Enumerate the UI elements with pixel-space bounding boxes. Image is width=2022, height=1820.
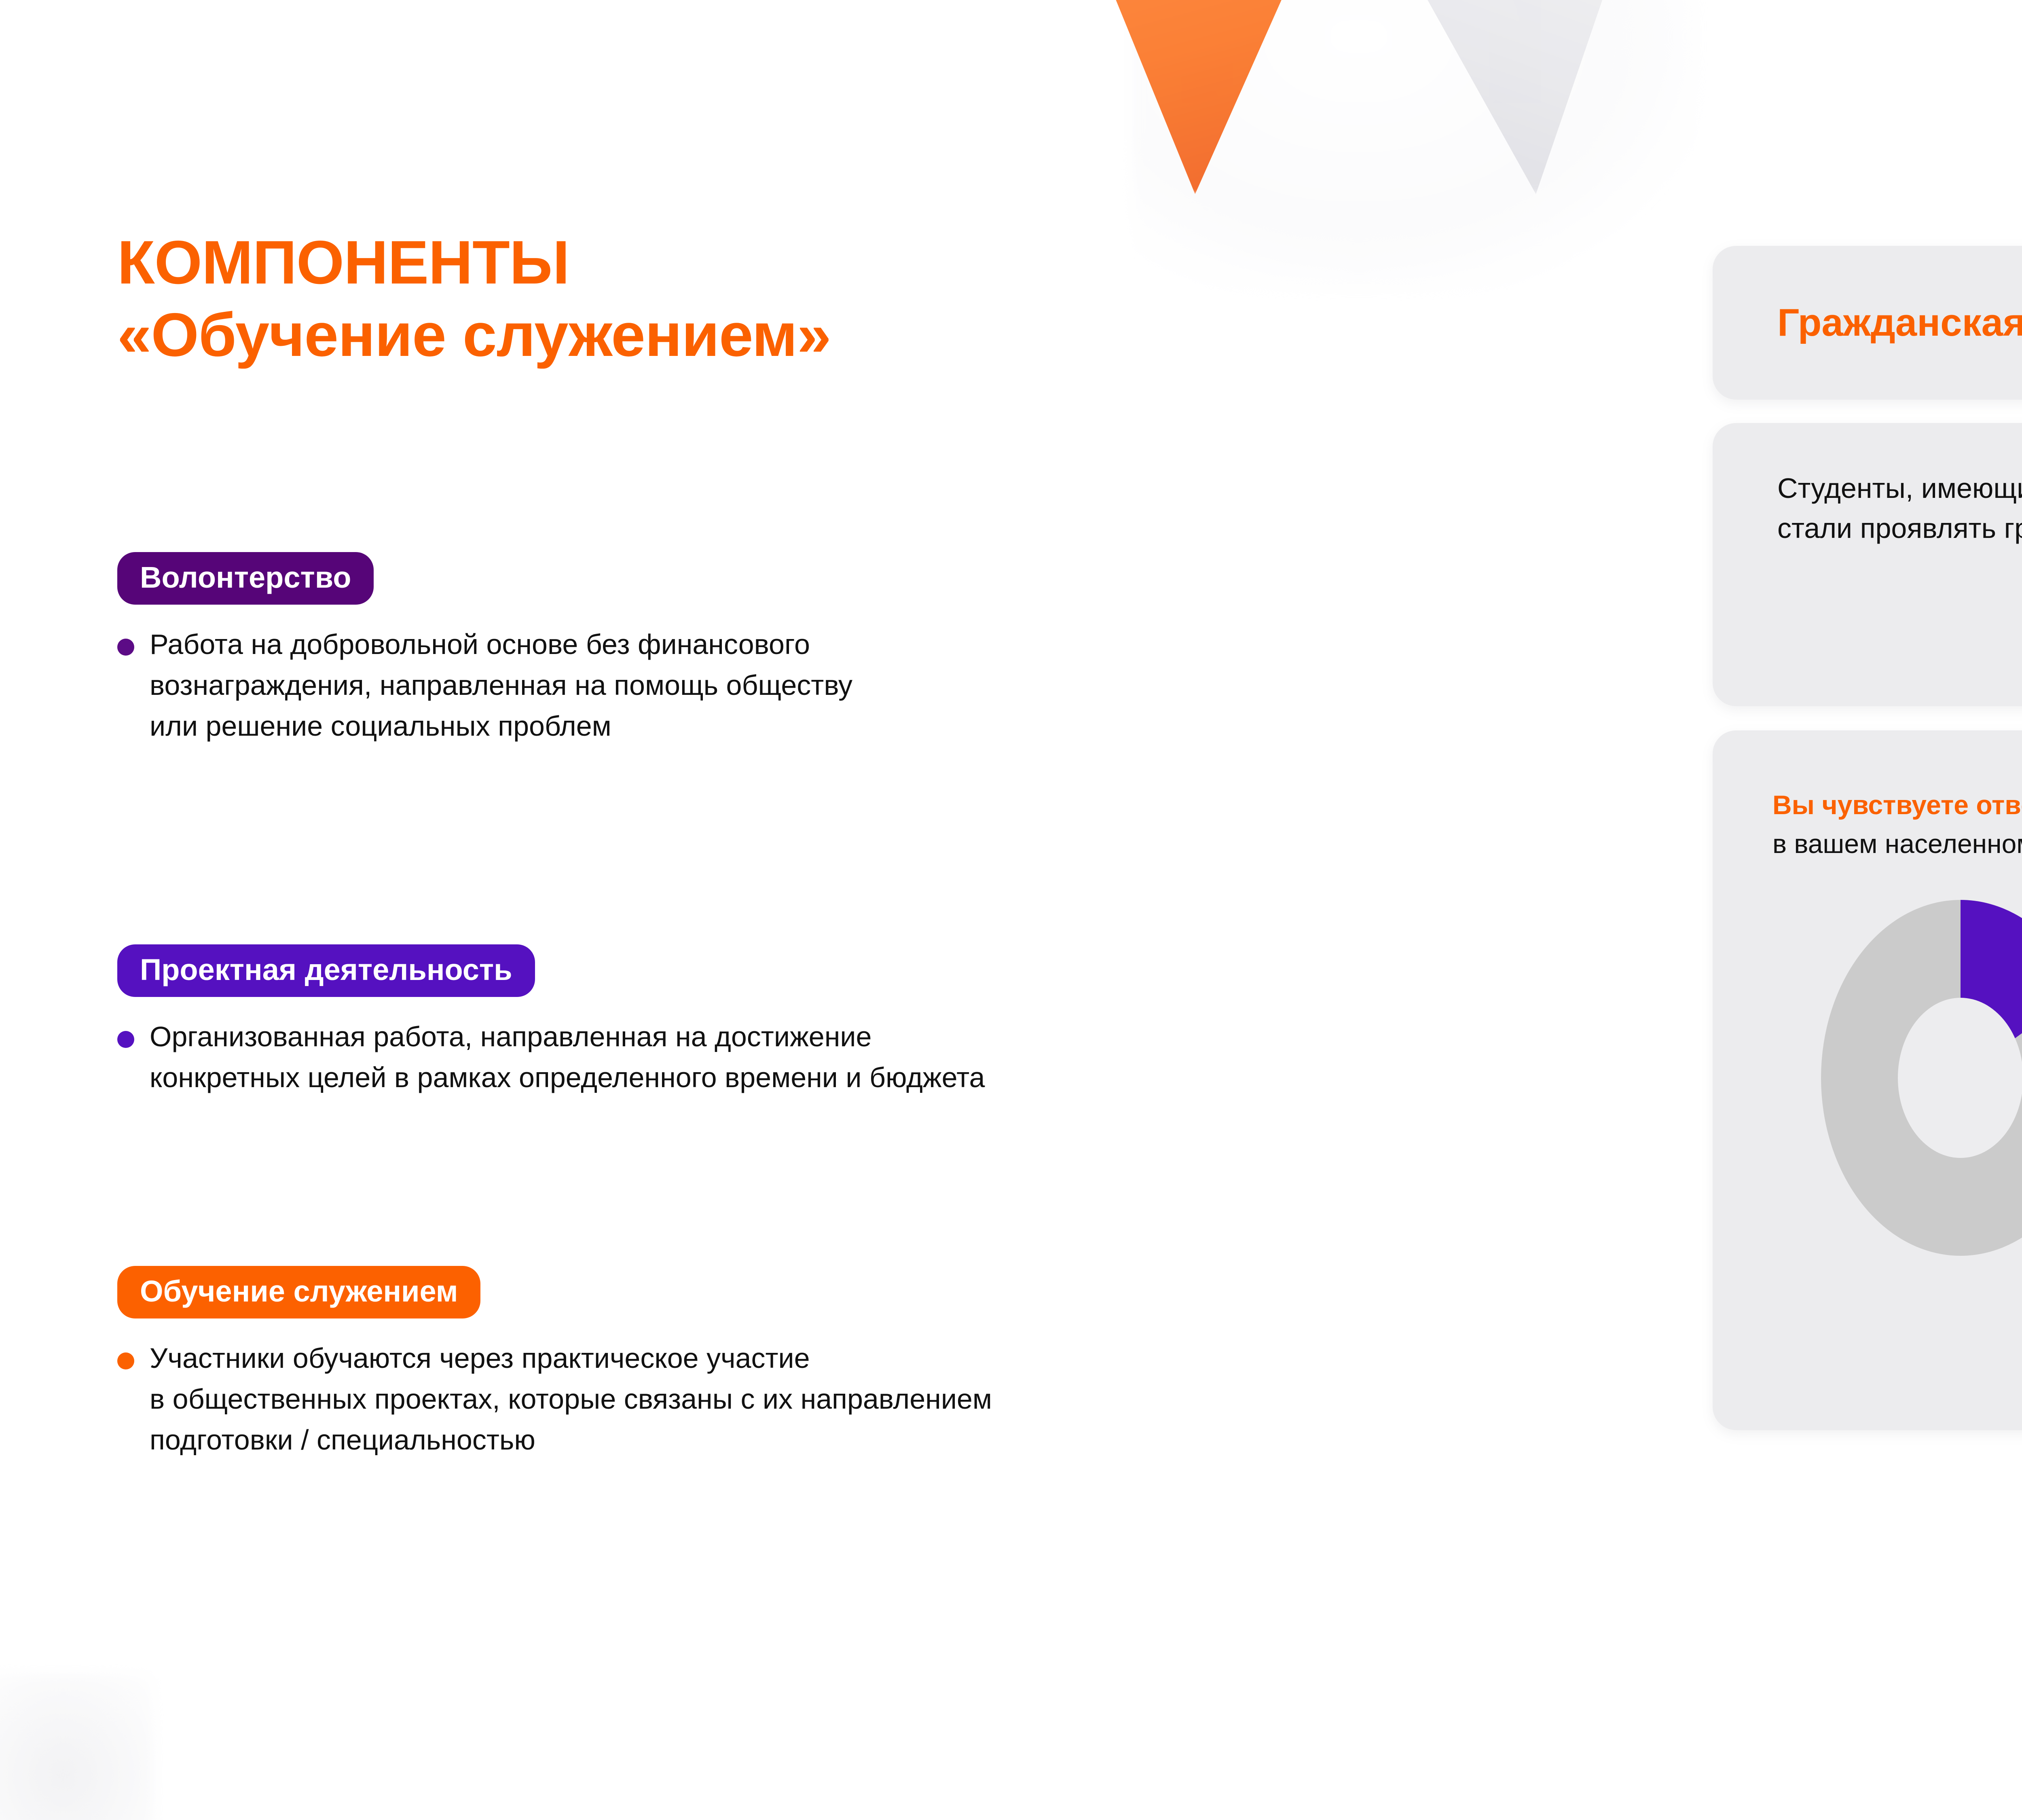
bullet-dot-icon (117, 1352, 134, 1369)
component-block-project-activity: Проектная деятельность Организованная ра… (117, 944, 1557, 1098)
right-content-column: Гражданская ответственность Студенты, им… (1713, 246, 2022, 1430)
statistic-lead-text: Студенты, имеющие опыт «Обучения служени… (1777, 472, 2022, 544)
component-text-volunteering: Работа на добровольной основе без финанс… (150, 629, 853, 742)
decorative-smudge-bottom-left (0, 1674, 154, 1820)
page-title-line-1: КОМПОНЕНТЫ (117, 228, 570, 297)
donut-hole (1897, 997, 2022, 1158)
decorative-orange-wedge-top (1060, 0, 1343, 194)
decorative-gray-wedge-top (1310, 0, 1674, 194)
component-badge-service-learning: Обучение служением (117, 1266, 481, 1318)
component-block-service-learning: Обучение служением Участники обучаются ч… (117, 1266, 1557, 1460)
component-bullet-project-activity: Организованная работа, направленная на д… (117, 1016, 1557, 1098)
left-content-column: КОМПОНЕНТЫ «Обучение служением» Волонтер… (117, 226, 1557, 1456)
statistic-highlight: в3раза больше (1777, 565, 2022, 643)
page-title: КОМПОНЕНТЫ «Обучение служением» (117, 226, 1557, 372)
chart-card: Вы чувствуете ответственность за то, что… (1713, 730, 2022, 1430)
section-header-card: Гражданская ответственность (1713, 246, 2022, 400)
donut-charts-group: 15% 38% С опытом ОС Без опыта ОС (1772, 892, 2022, 1349)
component-badge-project-activity: Проектная деятельность (117, 944, 535, 997)
bullet-dot-icon (117, 1031, 134, 1048)
component-bullet-volunteering: Работа на добровольной основе без финанс… (117, 624, 1557, 746)
statistic-card: Студенты, имеющие опыт «Обучения служени… (1713, 423, 2022, 706)
donut-chart-without-experience (1821, 899, 2022, 1256)
chart-question-highlight: Вы чувствуете ответственность за то, (1772, 790, 2022, 820)
chart-question-line-1: Вы чувствуете ответственность за то, что… (1772, 785, 2022, 824)
bullet-dot-icon (117, 639, 134, 656)
component-text-project-activity: Организованная работа, направленная на д… (150, 1021, 985, 1093)
section-header-title: Гражданская ответственность (1777, 301, 2022, 345)
component-text-service-learning: Участники обучаются через практическое у… (150, 1342, 992, 1456)
component-bullet-service-learning: Участники обучаются через практическое у… (117, 1338, 1557, 1460)
chart-question: Вы чувствуете ответственность за то, что… (1772, 785, 2022, 863)
chart-question-line-2: в вашем населенном пункте? (положительны… (1772, 829, 2022, 859)
component-block-volunteering: Волонтерство Работа на добровольной осно… (117, 552, 1557, 746)
component-badge-volunteering: Волонтерство (117, 552, 374, 605)
page-title-line-2: «Обучение служением» (117, 301, 831, 370)
